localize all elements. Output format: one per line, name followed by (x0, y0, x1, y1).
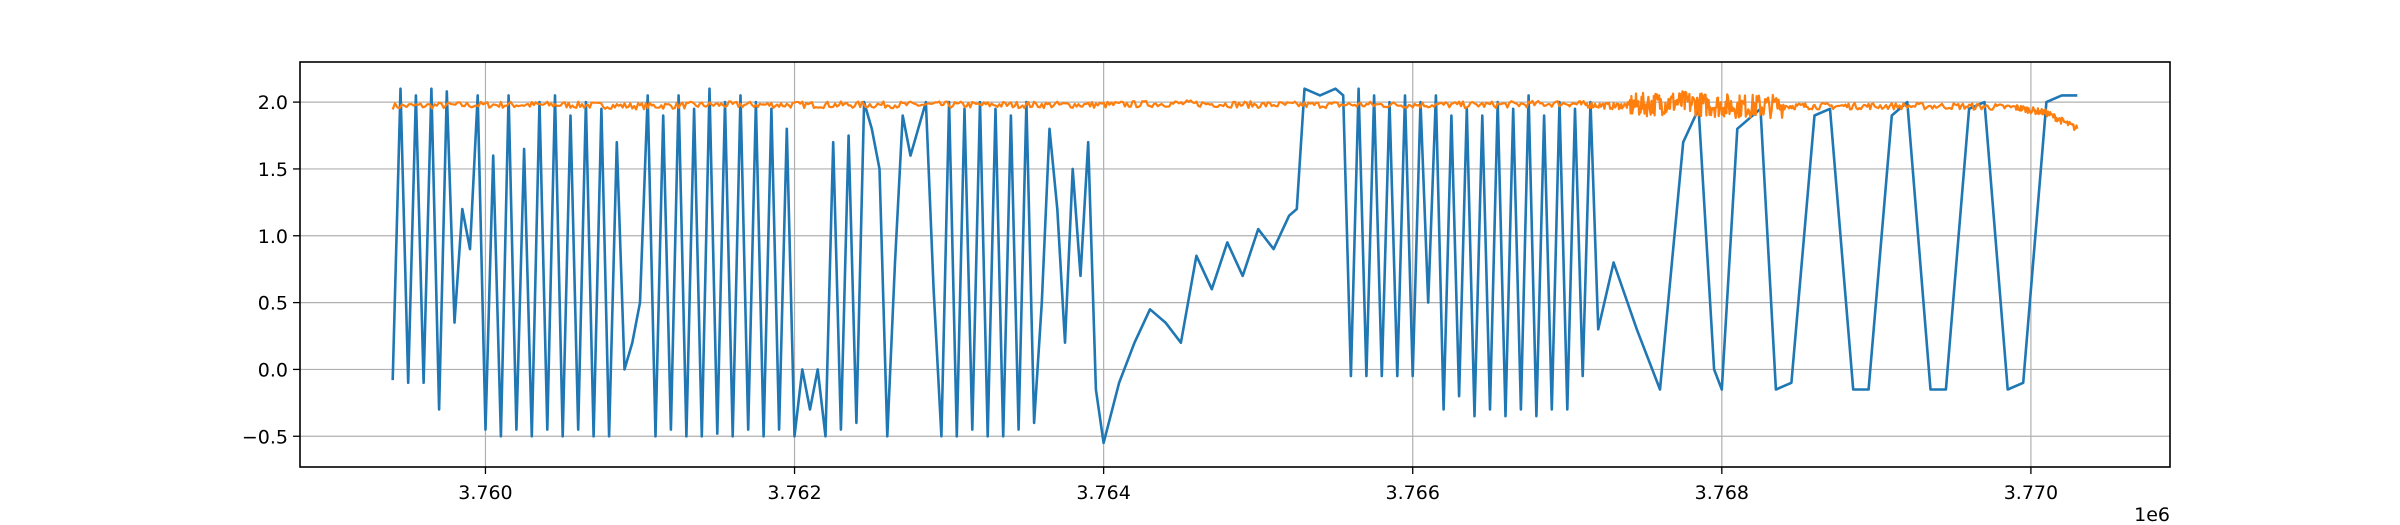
x-offset-label: 1e6 (2134, 504, 2170, 525)
series-line-2 (391, 90, 2079, 131)
y-tick-label: 1.0 (258, 226, 288, 248)
y-tick-label: 2.0 (258, 92, 288, 114)
plot-area (391, 87, 2079, 445)
x-tick-label: 3.768 (1695, 482, 1749, 504)
x-tick-label: 3.760 (458, 482, 512, 504)
y-tick-labels: −0.5 0.0 0.5 1.0 1.5 2.0 (242, 92, 288, 448)
y-tick-label: 1.5 (258, 159, 288, 181)
series-line-1 (391, 87, 2078, 445)
y-tick-label: 0.0 (258, 359, 288, 381)
x-tick-label: 3.764 (1076, 482, 1130, 504)
y-tick-label: 0.5 (258, 293, 288, 315)
x-tick-label: 3.766 (1386, 482, 1440, 504)
x-tick-label: 3.762 (767, 482, 821, 504)
tick-marks (293, 101, 2032, 474)
axes-frame (299, 61, 2171, 468)
x-tick-labels: 3.760 3.762 3.764 3.766 3.768 3.770 (458, 482, 2058, 504)
y-tick-label: −0.5 (242, 426, 288, 448)
grid (300, 62, 2170, 467)
x-tick-label: 3.770 (2004, 482, 2058, 504)
